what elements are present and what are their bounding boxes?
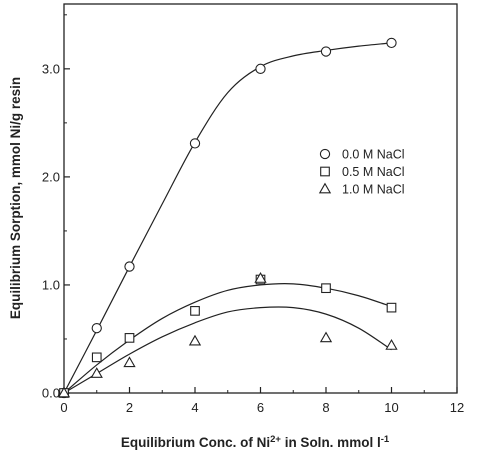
x-tick-label: 0 xyxy=(60,400,67,415)
legend-marker-circle xyxy=(319,148,331,160)
data-point-triangle xyxy=(254,272,267,283)
data-point-square xyxy=(91,352,102,363)
legend-marker-square xyxy=(320,166,330,177)
x-tick-label: 12 xyxy=(450,400,464,415)
fit-curve-square xyxy=(63,283,392,394)
y-tick-label: 0.0 xyxy=(42,386,60,401)
data-point-triangle xyxy=(90,367,103,378)
x-tick-label: 4 xyxy=(191,400,198,415)
x-axis-title-tail: in Soln. mmol l xyxy=(281,435,381,450)
x-tick-label: 6 xyxy=(257,400,264,415)
x-axis-title: Equilibrium Conc. of Ni2+ in Soln. mmol … xyxy=(121,434,390,450)
data-point-triangle xyxy=(188,334,202,346)
data-point-triangle xyxy=(123,356,136,368)
data-points xyxy=(57,37,398,399)
legend-label: 1.0 M NaCl xyxy=(342,183,405,197)
data-point-square xyxy=(190,306,200,316)
plot-axes: 0 2 4 6 8 10 12 0.0 1.0 2.0 3.0 xyxy=(42,3,464,415)
x-tick-label: 2 xyxy=(126,400,133,415)
legend: 0.0 M NaCl 0.5 M NaCl 1.0 M NaCl xyxy=(318,148,405,197)
legend-marker-triangle xyxy=(318,182,332,194)
legend-label: 0.0 M NaCl xyxy=(342,148,405,162)
x-tick-label: 10 xyxy=(384,400,398,415)
data-point-circle xyxy=(91,323,102,334)
fit-curve-circle xyxy=(63,42,392,394)
data-point-circle xyxy=(255,63,266,74)
fit-curves xyxy=(63,42,392,394)
data-point-square xyxy=(386,302,397,313)
x-tick-label: 8 xyxy=(322,400,329,415)
data-point-circle xyxy=(124,261,135,272)
x-axis-title-superscript: 2+ xyxy=(270,434,281,445)
y-tick-label: 1.0 xyxy=(42,277,60,292)
x-axis-title-tail-superscript: -1 xyxy=(381,434,390,445)
data-point-triangle xyxy=(57,386,71,398)
y-axis-title: Equilibrium Sorption, mmol Ni/g resin xyxy=(8,77,23,319)
data-point-triangle xyxy=(319,331,333,343)
data-point-circle xyxy=(189,138,201,149)
data-point-circle xyxy=(320,46,332,57)
fit-curve-triangle xyxy=(63,306,392,394)
data-point-square xyxy=(321,283,331,294)
y-tick-label: 2.0 xyxy=(42,169,60,184)
data-point-square xyxy=(124,333,135,343)
y-tick-label: 3.0 xyxy=(42,61,60,76)
plot-frame xyxy=(63,3,458,394)
data-point-circle xyxy=(386,37,397,49)
data-point-triangle xyxy=(385,339,398,350)
legend-label: 0.5 M NaCl xyxy=(342,165,405,179)
x-axis-title-main: Equilibrium Conc. of Ni xyxy=(121,435,270,450)
